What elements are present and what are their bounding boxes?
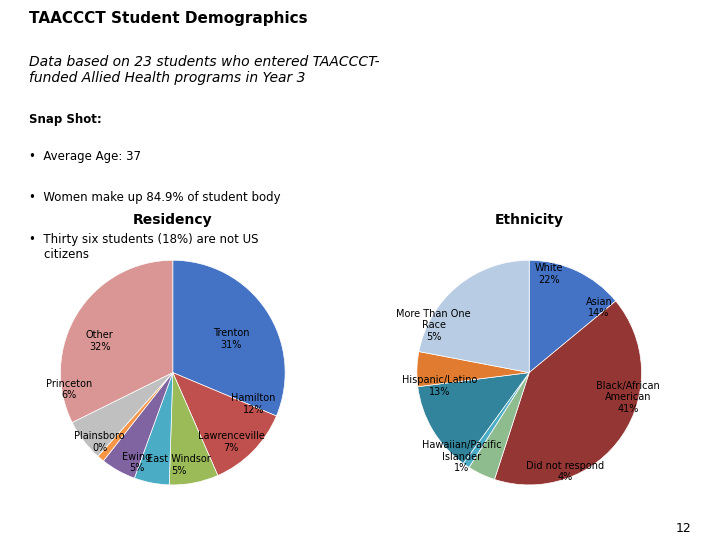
Text: Hamilton
12%: Hamilton 12%	[232, 393, 276, 415]
Text: Princeton
6%: Princeton 6%	[46, 379, 93, 400]
Wedge shape	[417, 352, 529, 387]
Title: Ethnicity: Ethnicity	[495, 213, 564, 227]
Text: 12: 12	[675, 522, 691, 535]
Wedge shape	[418, 373, 529, 463]
Text: •  Thirty six students (18%) are not US
    citizens: • Thirty six students (18%) are not US c…	[29, 233, 258, 261]
Text: Asian
14%: Asian 14%	[585, 296, 612, 318]
Wedge shape	[419, 260, 529, 373]
Wedge shape	[173, 260, 285, 416]
Text: Hispanic/Latino
13%: Hispanic/Latino 13%	[402, 375, 477, 397]
Text: More Than One
Race
5%: More Than One Race 5%	[397, 309, 471, 342]
Wedge shape	[463, 373, 529, 468]
Text: Black/African
American
41%: Black/African American 41%	[596, 381, 660, 414]
Text: Other
32%: Other 32%	[86, 330, 114, 352]
Wedge shape	[98, 373, 173, 461]
Text: East Windsor
5%: East Windsor 5%	[147, 454, 210, 476]
Text: Lawrenceville
7%: Lawrenceville 7%	[198, 431, 265, 453]
Text: Snap Shot:: Snap Shot:	[29, 113, 102, 126]
Wedge shape	[169, 373, 218, 485]
Text: Data based on 23 students who entered TAACCCT-
funded Allied Health programs in : Data based on 23 students who entered TA…	[29, 55, 379, 85]
Wedge shape	[72, 373, 173, 456]
Wedge shape	[173, 373, 276, 476]
Text: TAACCCT Student Demographics: TAACCCT Student Demographics	[29, 11, 307, 26]
Text: •  Women make up 84.9% of student body: • Women make up 84.9% of student body	[29, 191, 280, 204]
Wedge shape	[104, 373, 173, 478]
Text: Did not respond
4%: Did not respond 4%	[526, 461, 604, 482]
Title: Residency: Residency	[133, 213, 212, 227]
Wedge shape	[469, 373, 529, 480]
Text: White
22%: White 22%	[535, 263, 564, 285]
Wedge shape	[135, 373, 173, 485]
Text: Trenton
31%: Trenton 31%	[213, 328, 249, 350]
Text: Plainsboro
0%: Plainsboro 0%	[74, 431, 125, 453]
Wedge shape	[495, 301, 642, 485]
Wedge shape	[529, 260, 616, 373]
Text: Ewing
5%: Ewing 5%	[122, 451, 151, 473]
Text: •  Average Age: 37: • Average Age: 37	[29, 150, 141, 163]
Wedge shape	[60, 260, 173, 422]
Text: Hawaiian/Pacific
Islander
1%: Hawaiian/Pacific Islander 1%	[422, 440, 502, 474]
